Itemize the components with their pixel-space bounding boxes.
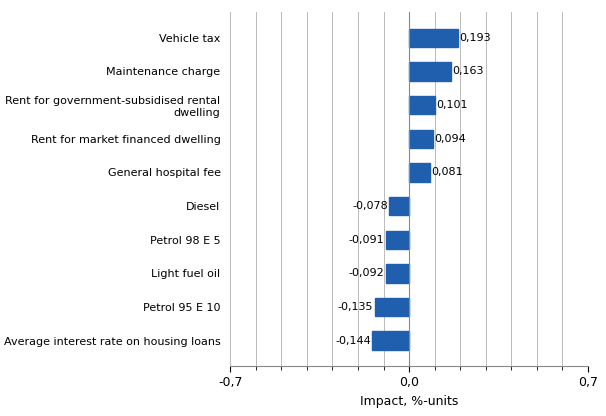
Text: 0,094: 0,094 <box>435 134 466 144</box>
Bar <box>409 163 430 182</box>
Text: 0,081: 0,081 <box>431 168 462 178</box>
Bar <box>375 298 409 316</box>
Bar <box>372 332 409 350</box>
Text: 0,193: 0,193 <box>459 33 491 43</box>
Text: 0,101: 0,101 <box>436 100 468 110</box>
Bar <box>409 29 458 47</box>
Text: 0,163: 0,163 <box>452 67 484 77</box>
Text: -0,091: -0,091 <box>349 235 385 245</box>
Bar <box>409 62 451 81</box>
Bar <box>386 230 409 249</box>
Text: -0,078: -0,078 <box>352 201 388 211</box>
Text: -0,135: -0,135 <box>338 302 373 312</box>
Text: -0,144: -0,144 <box>335 336 371 346</box>
Bar <box>409 129 433 148</box>
Bar <box>385 264 409 283</box>
X-axis label: Impact, %-units: Impact, %-units <box>360 395 458 408</box>
Text: -0,092: -0,092 <box>348 268 384 278</box>
Bar <box>409 96 435 114</box>
Bar <box>389 197 409 215</box>
